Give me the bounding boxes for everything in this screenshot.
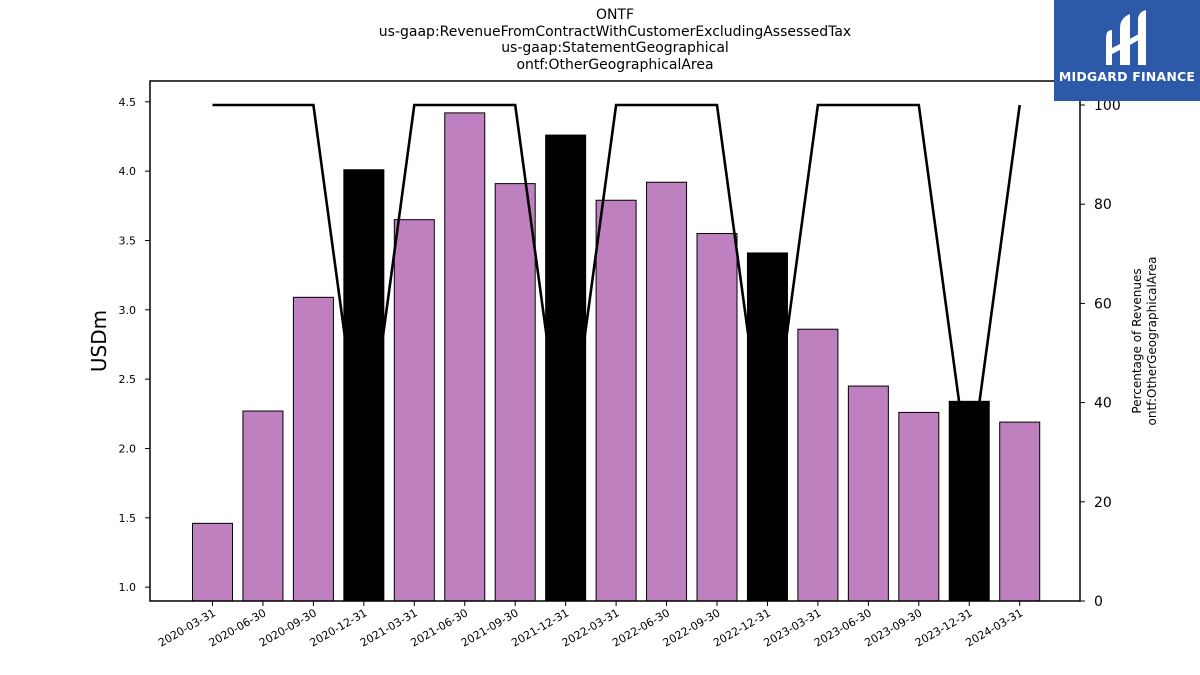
logo-mark-icon (1106, 10, 1146, 65)
logo-text: MIDGARD FINANCE (1058, 69, 1196, 84)
bar (948, 400, 990, 602)
bar (192, 522, 233, 602)
y2-tick-label: 80 (1094, 197, 1112, 213)
bar (696, 233, 738, 602)
midgard-finance-logo: MIDGARD FINANCE (1054, 0, 1200, 101)
x-tick-label: 2024-03-31 (963, 606, 1025, 649)
bar (999, 421, 1041, 602)
bar (494, 183, 536, 602)
y2-axis-label-line1: Percentage of Revenues (1130, 268, 1144, 413)
y-tick-label: 1.0 (119, 581, 137, 594)
bar (545, 134, 587, 602)
bar (595, 199, 637, 602)
y-tick-label: 2.5 (119, 373, 137, 386)
y2-tick-label: 60 (1094, 296, 1112, 312)
bar (898, 411, 940, 602)
chart-title: ONTF us-gaap:RevenueFromContractWithCust… (0, 7, 1200, 73)
y2-tick-label: 20 (1094, 495, 1112, 511)
y-tick-label: 4.0 (119, 165, 137, 178)
y-tick-label: 1.5 (119, 512, 137, 525)
bar (847, 385, 889, 602)
y-tick-label: 2.0 (119, 442, 137, 455)
y-tick-label: 3.0 (119, 304, 137, 317)
bar (393, 219, 435, 602)
title-line-member: ontf:OtherGeographicalArea (516, 56, 714, 73)
plot-frame (149, 80, 1081, 602)
y2-axis-label-line2: ontf:OtherGeographicalArea (1145, 257, 1159, 426)
title-line-axis: us-gaap:StatementGeographical (501, 40, 729, 56)
bar (242, 410, 284, 602)
y-axis-label: USDm (87, 310, 111, 372)
y-tick-label: 4.5 (119, 96, 137, 109)
y2-tick-label: 40 (1094, 396, 1112, 412)
bar (343, 169, 385, 602)
y-tick-label: 3.5 (119, 234, 137, 247)
bar (444, 112, 486, 602)
bar (797, 328, 839, 602)
y2-tick-label: 100 (1094, 98, 1121, 114)
y2-tick-label: 0 (1094, 594, 1103, 610)
title-line-ticker: ONTF (595, 7, 635, 23)
bar (746, 252, 788, 602)
bar (646, 181, 688, 602)
bar (292, 296, 334, 602)
percentage-line (212, 103, 1021, 478)
title-line-concept: us-gaap:RevenueFromContractWithCustomerE… (378, 23, 852, 40)
